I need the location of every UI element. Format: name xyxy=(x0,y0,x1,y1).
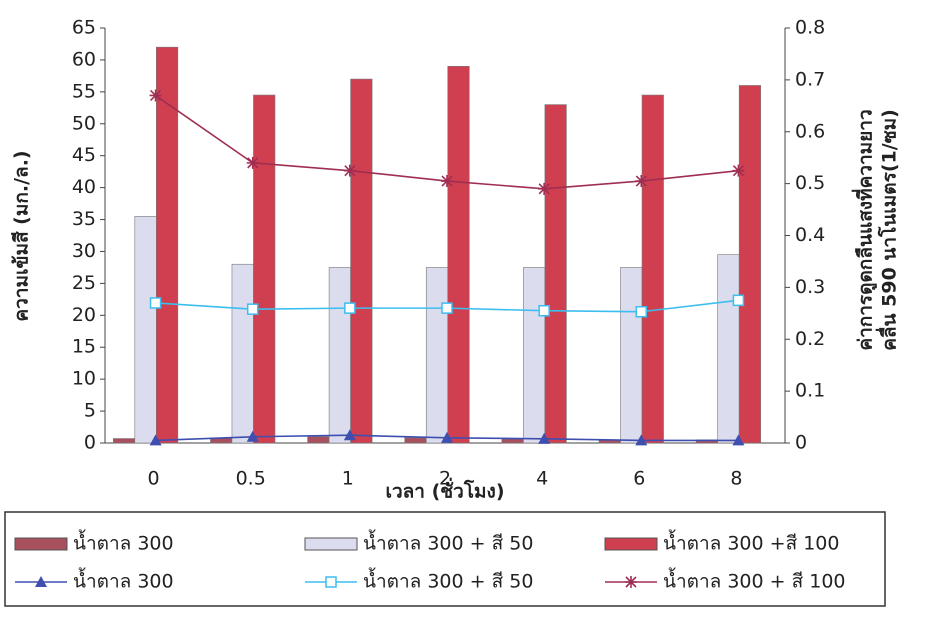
legend-label: น้ำตาล 300 xyxy=(73,530,174,555)
legend-label: น้ำตาล 300 + สี 100 xyxy=(663,568,846,593)
x-tick-label: 0 xyxy=(148,468,160,490)
y2-tick-label: 0.8 xyxy=(795,17,825,39)
x-tick-label: 8 xyxy=(730,468,742,490)
y-tick-label: 0 xyxy=(84,432,96,454)
y-tick-label: 5 xyxy=(84,400,96,422)
legend-swatch xyxy=(605,538,657,550)
line-marker xyxy=(539,306,549,316)
legend-swatch xyxy=(15,538,67,550)
line-marker xyxy=(733,295,743,305)
y2-tick-label: 0 xyxy=(795,432,807,454)
bar xyxy=(135,216,157,443)
bar xyxy=(642,95,664,443)
y-axis-label: ความเข้มสี (มก./ล.) xyxy=(11,150,33,321)
legend-label: น้ำตาล 300 xyxy=(73,568,174,593)
bar xyxy=(545,105,567,443)
bar xyxy=(718,255,740,443)
y-tick-label: 40 xyxy=(72,176,96,198)
bar xyxy=(405,438,427,443)
line-marker xyxy=(248,304,258,314)
y2-axis-label: คลื่น 590 นาโนเมตร(1/ซม) xyxy=(876,109,901,351)
y2-tick-label: 0.4 xyxy=(795,224,825,246)
legend-swatch xyxy=(305,538,357,550)
y-tick-label: 45 xyxy=(72,144,96,166)
line-marker xyxy=(247,157,259,169)
x-tick-label: 1 xyxy=(342,468,354,490)
y-tick-label: 25 xyxy=(72,272,96,294)
y-tick-label: 60 xyxy=(72,48,96,70)
line-marker xyxy=(344,165,356,177)
bar xyxy=(448,66,470,443)
y2-tick-label: 0.1 xyxy=(795,380,825,402)
y-tick-label: 10 xyxy=(72,368,96,390)
x-tick-label: 4 xyxy=(536,468,548,490)
bar xyxy=(329,267,351,443)
bar xyxy=(113,439,135,443)
line-marker xyxy=(442,303,452,313)
bar xyxy=(156,47,178,443)
x-tick-label: 0.5 xyxy=(236,468,266,490)
y2-tick-label: 0.2 xyxy=(795,328,825,350)
line-marker xyxy=(636,307,646,317)
y-tick-label: 30 xyxy=(72,240,96,262)
x-tick-label: 6 xyxy=(633,468,645,490)
y2-tick-label: 0.3 xyxy=(795,276,825,298)
bar xyxy=(523,267,545,443)
bar xyxy=(621,267,643,443)
y2-axis-label: ค่าการดูดกลืนแสงที่ความยาว xyxy=(852,109,878,350)
line-marker xyxy=(732,165,744,177)
bar xyxy=(232,264,254,443)
legend-label: น้ำตาล 300 +สี 100 xyxy=(663,530,839,555)
y2-tick-label: 0.6 xyxy=(795,120,825,142)
line-marker xyxy=(441,175,453,187)
x-tick-label: 2 xyxy=(439,468,451,490)
legend-marker xyxy=(625,576,637,588)
line-marker xyxy=(538,183,550,195)
line-marker xyxy=(345,303,355,313)
y2-tick-label: 0.7 xyxy=(795,68,825,90)
bar xyxy=(253,95,275,443)
y-tick-label: 55 xyxy=(72,80,96,102)
y-tick-label: 50 xyxy=(72,112,96,134)
legend-label: น้ำตาล 300 + สี 50 xyxy=(363,568,533,593)
line-marker xyxy=(635,175,647,187)
y-tick-label: 15 xyxy=(72,336,96,358)
y-tick-label: 65 xyxy=(72,17,96,39)
bar xyxy=(426,267,448,443)
bar xyxy=(351,79,373,443)
bar xyxy=(502,439,523,443)
chart: เวลา (ชั่วโมง) ความเข้มสี (มก./ล.) ค่ากา… xyxy=(0,0,925,618)
y-tick-label: 20 xyxy=(72,304,96,326)
y-tick-label: 35 xyxy=(72,208,96,230)
y2-tick-label: 0.5 xyxy=(795,172,825,194)
line-marker xyxy=(151,298,161,308)
line-marker xyxy=(150,89,162,101)
bar xyxy=(308,437,330,443)
legend-marker xyxy=(326,577,336,587)
bar xyxy=(739,85,761,443)
legend-label: น้ำตาล 300 + สี 50 xyxy=(363,530,533,555)
